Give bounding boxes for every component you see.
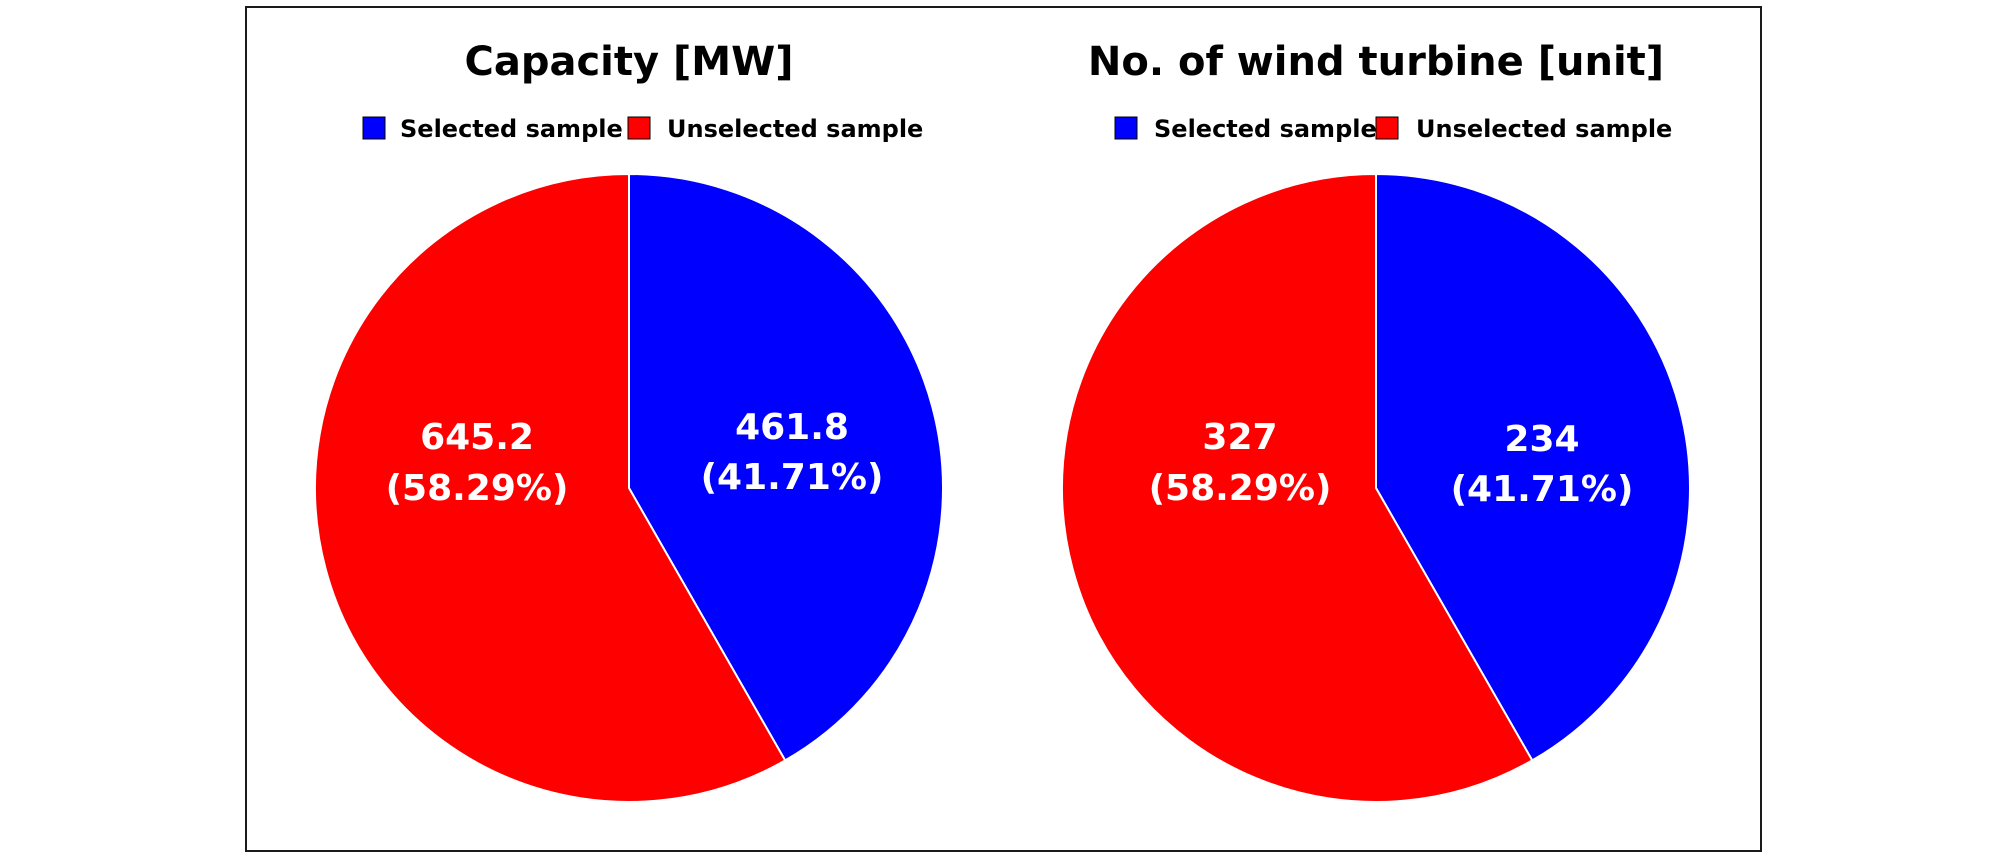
chart-title: Capacity [MW] bbox=[464, 39, 793, 85]
legend-swatch-unselected bbox=[1375, 116, 1399, 140]
slice-label-unselected-percent: (58.29%) bbox=[1149, 468, 1332, 509]
slice-label-selected-value: 461.8 bbox=[735, 407, 849, 448]
pie-chart-wind-turbines: No. of wind turbine [unit] Selected samp… bbox=[1061, 39, 1691, 803]
legend-label-unselected: Unselected sample bbox=[1416, 115, 1672, 143]
pie-slice-selected bbox=[628, 172, 944, 762]
chart-title: No. of wind turbine [unit] bbox=[1088, 39, 1664, 85]
legend: Selected sample Unselected sample bbox=[362, 115, 923, 143]
slice-label-unselected-value: 645.2 bbox=[420, 417, 534, 458]
slice-label-selected-percent: (41.71%) bbox=[1451, 469, 1634, 510]
legend-swatch-selected bbox=[362, 116, 386, 140]
legend-label-selected: Selected sample bbox=[1154, 115, 1377, 143]
pie-chart-capacity: Capacity [MW] Selected sample Unselected… bbox=[314, 39, 944, 803]
legend-label-unselected: Unselected sample bbox=[667, 115, 923, 143]
legend: Selected sample Unselected sample bbox=[1114, 115, 1672, 143]
legend-label-selected: Selected sample bbox=[400, 115, 623, 143]
legend-swatch-selected bbox=[1114, 116, 1138, 140]
slice-label-unselected-percent: (58.29%) bbox=[386, 468, 569, 509]
slice-label-unselected-value: 327 bbox=[1202, 417, 1277, 458]
slice-label-selected-percent: (41.71%) bbox=[701, 457, 884, 498]
pie-slice-selected bbox=[1375, 172, 1691, 762]
pie-slice-unselected bbox=[314, 172, 787, 803]
legend-swatch-unselected bbox=[627, 116, 651, 140]
slice-label-selected-value: 234 bbox=[1504, 419, 1579, 460]
pie-slice-unselected bbox=[1061, 172, 1534, 803]
